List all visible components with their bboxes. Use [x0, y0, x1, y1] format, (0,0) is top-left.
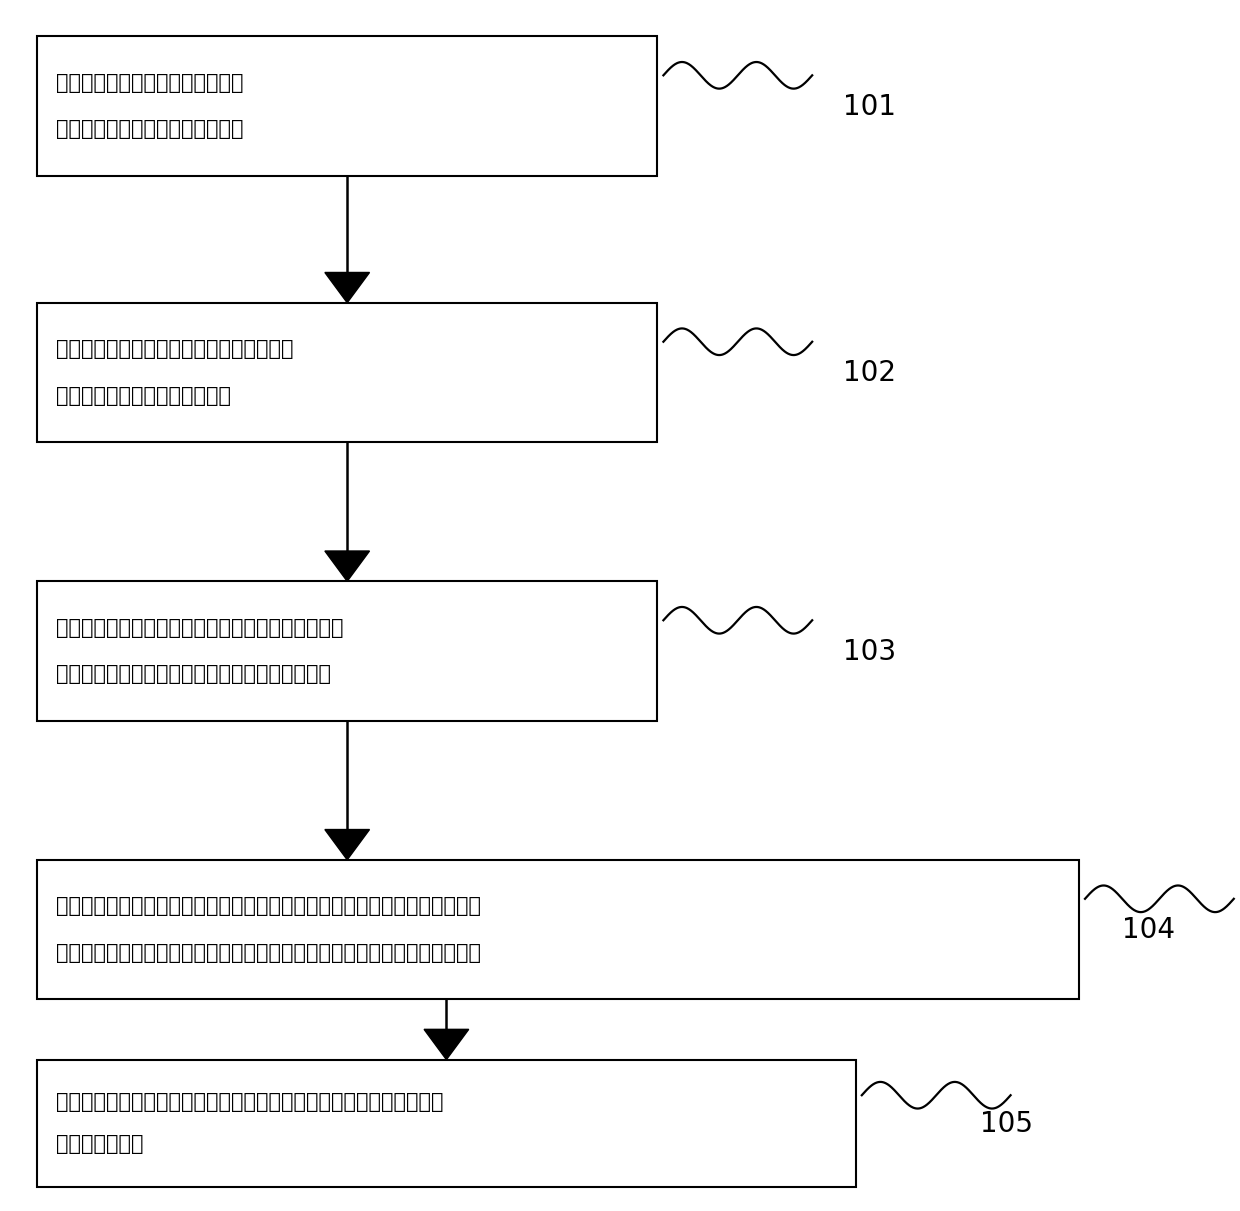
- Polygon shape: [424, 1029, 469, 1060]
- Bar: [37, 860, 1079, 999]
- Bar: [37, 1060, 856, 1187]
- Text: 寿命存储并输出: 寿命存储并输出: [56, 1135, 144, 1154]
- Polygon shape: [325, 551, 370, 581]
- Polygon shape: [325, 272, 370, 303]
- Bar: [37, 36, 657, 176]
- Text: 作缸径向形变和周向形变的数据: 作缸径向形变和周向形变的数据: [56, 385, 231, 406]
- Polygon shape: [325, 830, 370, 860]
- Text: 103: 103: [843, 637, 897, 666]
- Text: 将高温高压工作缸径向形变和周向形变的数据和高温高压工作缸的工作: 将高温高压工作缸径向形变和周向形变的数据和高温高压工作缸的工作: [56, 1092, 444, 1112]
- Bar: [37, 303, 657, 442]
- Text: 将测量图标的图像信息分析得到高温高压工: 将测量图标的图像信息分析得到高温高压工: [56, 339, 294, 360]
- Text: 104: 104: [1122, 916, 1176, 945]
- Text: 101: 101: [843, 92, 897, 121]
- Text: 105: 105: [980, 1109, 1033, 1138]
- Text: 将高温高压工作缸的径向形变和周向形变数据与高温高压工作缸工作状态下的: 将高温高压工作缸的径向形变和周向形变数据与高温高压工作缸工作状态下的: [56, 896, 481, 917]
- Text: 102: 102: [843, 358, 897, 388]
- Text: 对设置在高温高压工作缸上的测量: 对设置在高温高压工作缸上的测量: [56, 73, 243, 93]
- Bar: [37, 581, 657, 721]
- Text: 对高温高压工作缸应力分析得到高温高压工作缸工作: 对高温高压工作缸应力分析得到高温高压工作缸工作: [56, 618, 343, 638]
- Text: 状态下的径向形变和周向形变的正常变化数值范围: 状态下的径向形变和周向形变的正常变化数值范围: [56, 664, 331, 684]
- Text: 径向形变和周向形变的正常变化数值范围处理得到高温高压工作缸的工作寿命: 径向形变和周向形变的正常变化数值范围处理得到高温高压工作缸的工作寿命: [56, 942, 481, 963]
- Text: 图标取样得到测量图标的图像信息: 图标取样得到测量图标的图像信息: [56, 119, 243, 139]
